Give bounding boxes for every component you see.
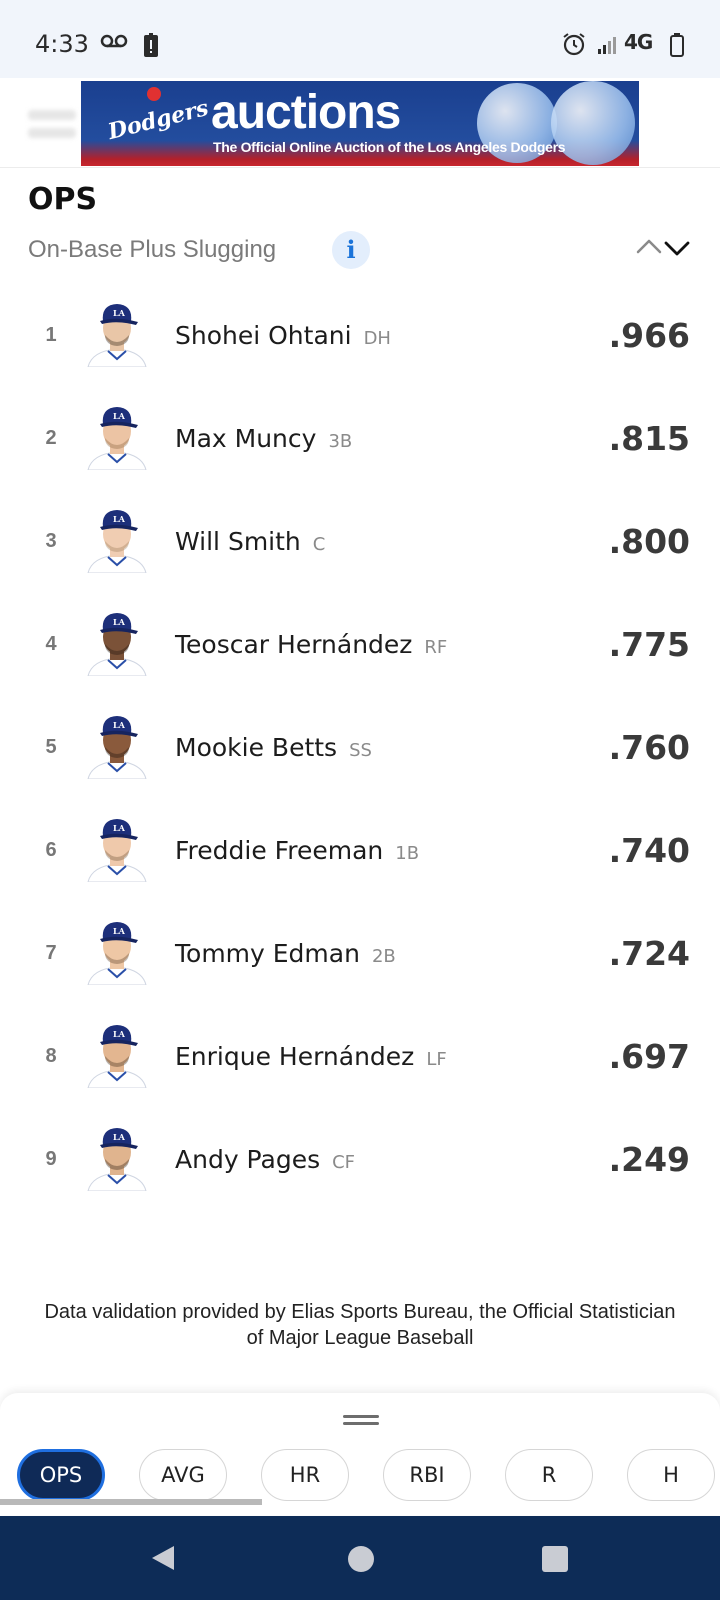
leader-row[interactable]: 2 LA Max Muncy 3B .815 <box>0 386 720 491</box>
recents-icon[interactable] <box>542 1546 568 1572</box>
player-position: CF <box>332 1152 356 1173</box>
sort-toggle-icon[interactable] <box>636 236 692 260</box>
svg-text:LA: LA <box>113 823 126 833</box>
player-headshot: LA <box>87 922 147 985</box>
stat-value: .249 <box>608 1140 690 1179</box>
player-headshot: LA <box>87 1128 147 1191</box>
player-position: RF <box>424 637 448 658</box>
page-title: OPS <box>28 182 98 217</box>
rank-number: 3 <box>45 530 57 552</box>
battery-icon <box>670 33 684 57</box>
rank-number: 8 <box>45 1045 57 1067</box>
player-name[interactable]: Max Muncy <box>175 424 317 453</box>
stat-value: .760 <box>608 728 690 767</box>
player-name[interactable]: Freddie Freeman <box>175 836 384 865</box>
rank-number: 9 <box>45 1148 57 1170</box>
svg-text:LA: LA <box>113 411 126 421</box>
player-position: 1B <box>395 843 420 864</box>
ad-title: auctions <box>211 86 401 139</box>
player-name[interactable]: Teoscar Hernández <box>175 630 413 659</box>
player-name[interactable]: Mookie Betts <box>175 733 338 762</box>
player-name[interactable]: Shohei Ohtani <box>175 321 352 350</box>
stat-value: .697 <box>608 1037 690 1076</box>
dodgers-logo-ball <box>147 87 161 101</box>
voicemail-icon <box>100 34 128 48</box>
stat-tab-ops[interactable]: OPS <box>17 1449 105 1501</box>
player-position: 2B <box>371 946 396 967</box>
stat-tab-r[interactable]: R <box>505 1449 593 1501</box>
leader-row[interactable]: 1 LA Shohei Ohtani DH .966 <box>0 283 720 388</box>
player-name[interactable]: Andy Pages <box>175 1145 321 1174</box>
svg-text:LA: LA <box>113 617 126 627</box>
svg-text:LA: LA <box>113 720 126 730</box>
leader-row[interactable]: 6 LA Freddie Freeman 1B .740 <box>0 798 720 903</box>
alarm-icon <box>563 33 585 56</box>
stat-value: .966 <box>608 316 690 355</box>
stat-subtitle: On-Base Plus Slugging <box>28 236 277 263</box>
leader-row[interactable]: 5 LA Mookie Betts SS .760 <box>0 695 720 800</box>
back-icon[interactable] <box>150 1544 176 1572</box>
stat-tab-hr[interactable]: HR <box>261 1449 349 1501</box>
leader-row[interactable]: 3 LA Will Smith C .800 <box>0 489 720 594</box>
stat-value: .724 <box>608 934 690 973</box>
info-button[interactable]: i <box>332 231 370 269</box>
player-headshot: LA <box>87 1025 147 1088</box>
player-position: LF <box>426 1049 447 1070</box>
player-name[interactable]: Enrique Hernández <box>175 1042 415 1071</box>
rank-number: 6 <box>45 839 57 861</box>
signal-icon <box>598 37 616 54</box>
stat-value: .815 <box>608 419 690 458</box>
player-position: C <box>312 534 326 555</box>
svg-text:LA: LA <box>113 308 126 318</box>
ad-banner[interactable]: Dodgers auctions The Official Online Auc… <box>81 81 639 166</box>
stat-tab-rbi[interactable]: RBI <box>383 1449 471 1501</box>
rank-number: 1 <box>45 324 57 346</box>
alert-icon <box>144 33 158 57</box>
network-label: 4G <box>624 30 653 54</box>
svg-text:LA: LA <box>113 1132 126 1142</box>
leader-row[interactable]: 9 LA Andy Pages CF .249 <box>0 1107 720 1212</box>
system-nav-bar <box>0 1516 720 1600</box>
rank-number: 2 <box>45 427 57 449</box>
ad-area: Dodgers auctions The Official Online Auc… <box>0 78 720 168</box>
home-icon[interactable] <box>348 1546 374 1572</box>
ad-placeholder <box>28 110 76 150</box>
rank-number: 7 <box>45 942 57 964</box>
status-bar: 4:33 4G <box>0 0 720 78</box>
dodgers-logo: Dodgers <box>105 94 212 146</box>
player-position: DH <box>363 328 391 349</box>
player-position: 3B <box>328 431 353 452</box>
svg-text:LA: LA <box>113 926 126 936</box>
player-headshot: LA <box>87 819 147 882</box>
data-attribution: Data validation provided by Elias Sports… <box>44 1301 676 1349</box>
player-headshot: LA <box>87 510 147 573</box>
stat-value: .775 <box>608 625 690 664</box>
leader-row[interactable]: 8 LA Enrique Hernández LF .697 <box>0 1004 720 1109</box>
status-time: 4:33 <box>35 30 89 58</box>
drag-handle[interactable] <box>343 1415 379 1427</box>
stat-tab-avg[interactable]: AVG <box>139 1449 227 1501</box>
stat-tab-h[interactable]: H <box>627 1449 715 1501</box>
player-headshot: LA <box>87 304 147 367</box>
player-headshot: LA <box>87 407 147 470</box>
player-name[interactable]: Tommy Edman <box>175 939 360 968</box>
rank-number: 5 <box>45 736 57 758</box>
stat-value: .800 <box>608 522 690 561</box>
baseball-image <box>477 83 557 163</box>
stat-value: .740 <box>608 831 690 870</box>
player-headshot: LA <box>87 613 147 676</box>
ad-subtitle: The Official Online Auction of the Los A… <box>213 139 566 155</box>
player-headshot: LA <box>87 716 147 779</box>
leader-row[interactable]: 7 LA Tommy Edman 2B .724 <box>0 901 720 1006</box>
player-position: SS <box>349 740 372 761</box>
svg-text:LA: LA <box>113 514 126 524</box>
stat-selector-sheet: OPS AVG HR RBI R H <box>0 1393 720 1515</box>
rank-number: 4 <box>45 633 57 655</box>
leader-row[interactable]: 4 LA Teoscar Hernández RF .775 <box>0 592 720 697</box>
chip-scroll-indicator[interactable] <box>0 1499 262 1505</box>
svg-text:LA: LA <box>113 1029 126 1039</box>
baseball-image <box>551 81 635 165</box>
player-name[interactable]: Will Smith <box>175 527 301 556</box>
